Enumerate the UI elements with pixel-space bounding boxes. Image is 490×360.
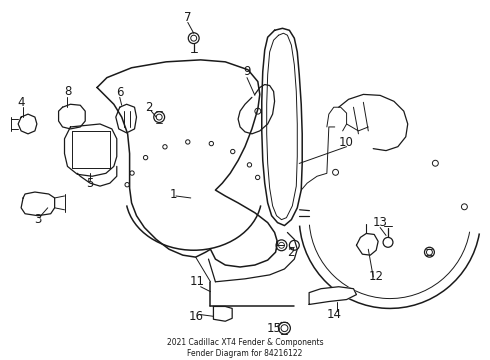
Polygon shape <box>116 104 137 133</box>
Text: 14: 14 <box>326 308 341 321</box>
Text: 2: 2 <box>288 246 295 259</box>
Text: 10: 10 <box>339 136 354 149</box>
Text: 3: 3 <box>34 213 42 226</box>
Polygon shape <box>356 234 378 255</box>
Polygon shape <box>65 124 117 176</box>
Text: 11: 11 <box>190 275 205 288</box>
Text: 12: 12 <box>368 270 384 283</box>
Text: 7: 7 <box>184 11 192 24</box>
Text: 15: 15 <box>267 321 282 335</box>
Text: 9: 9 <box>243 65 251 78</box>
Polygon shape <box>262 28 302 226</box>
Text: 6: 6 <box>116 86 123 99</box>
Text: 5: 5 <box>86 177 94 190</box>
Text: 16: 16 <box>188 310 203 323</box>
Text: 13: 13 <box>373 216 388 229</box>
Polygon shape <box>18 114 37 134</box>
Text: 4: 4 <box>17 96 25 109</box>
Polygon shape <box>309 287 356 305</box>
Text: 2: 2 <box>146 101 153 114</box>
Text: 2021 Cadillac XT4 Fender & Components
Fender Diagram for 84216122: 2021 Cadillac XT4 Fender & Components Fe… <box>167 338 323 357</box>
Polygon shape <box>214 306 232 321</box>
Text: 8: 8 <box>64 85 71 98</box>
Text: 1: 1 <box>169 188 177 201</box>
Polygon shape <box>21 192 55 216</box>
Polygon shape <box>59 104 85 129</box>
Polygon shape <box>97 60 277 267</box>
